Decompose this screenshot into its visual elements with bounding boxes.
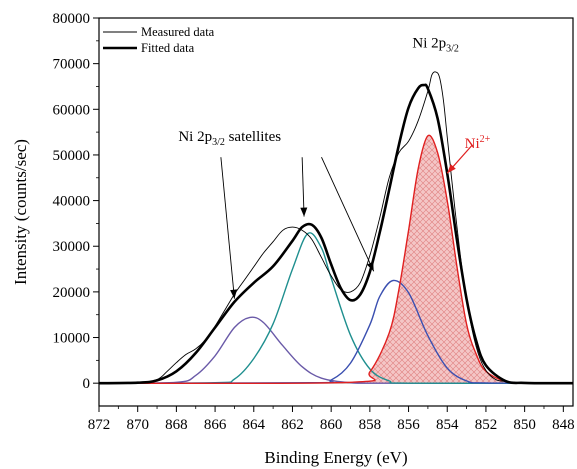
y-axis-label: Intensity (counts/sec) [11, 139, 30, 285]
satellite-arrow-3-head [366, 261, 374, 272]
x-tick-label: 854 [436, 417, 459, 433]
satellite-arrow-1-shaft [220, 157, 235, 299]
component-peak-5-line [99, 134, 573, 385]
x-tick-label: 860 [320, 417, 343, 433]
x-tick-label: 848 [552, 417, 575, 433]
x-axis-label: Binding Energy (eV) [264, 448, 407, 467]
x-tick-label: 856 [397, 417, 420, 433]
y-tick-label: 60000 [53, 102, 91, 118]
y-tick-label: 40000 [53, 194, 91, 210]
y-tick-label: 20000 [53, 285, 91, 301]
satellite-arrow-2-head [300, 207, 308, 217]
ni-2p32-label: Ni 2p3/2 [412, 36, 459, 55]
fitted-data-line [99, 83, 573, 385]
y-tick-label: 30000 [53, 239, 91, 255]
x-tick-label: 864 [243, 417, 266, 433]
component-peak-2-line [99, 316, 573, 384]
x-tick-label: 852 [475, 417, 498, 433]
ni2plus-label: Ni2+ [465, 134, 491, 152]
component-peak-3-line [99, 232, 573, 385]
legend-label: Fitted data [141, 41, 195, 55]
measured-data-line [99, 71, 573, 384]
x-tick-label: 870 [126, 417, 149, 433]
axis-ticks: 872 870 868 866 864 862 860 858 856 854 852 850 848 0… [53, 11, 575, 433]
y-tick-label: 70000 [53, 57, 91, 73]
annotations: Ni 2p3/2 Ni2+ Ni 2p3/2 satellites [178, 36, 491, 299]
x-tick-label: 868 [165, 417, 188, 433]
x-tick-label: 850 [513, 417, 536, 433]
x-tick-label: 866 [204, 417, 227, 433]
curve-layer [99, 71, 573, 385]
satellite-arrow-2-shaft [301, 157, 305, 217]
plot-frame [98, 17, 574, 407]
y-tick-label: 80000 [53, 11, 91, 27]
satellite-arrow-3-shaft [321, 157, 375, 272]
satellite-arrow-1-head [230, 289, 238, 299]
component-peak-4-line [99, 279, 573, 384]
x-tick-label: 858 [359, 417, 382, 433]
satellites-label: Ni 2p3/2 satellites [178, 129, 281, 148]
y-tick-label: 50000 [53, 148, 91, 164]
legend: Measured data Fitted data [103, 25, 215, 55]
x-tick-label: 862 [281, 417, 304, 433]
component-fill-5 [99, 135, 573, 384]
y-tick-label: 0 [83, 376, 91, 392]
x-tick-label: 872 [88, 417, 111, 433]
y-tick-label: 10000 [53, 331, 91, 347]
legend-label: Measured data [141, 25, 215, 39]
ni2plus-arrow-head [447, 164, 456, 174]
